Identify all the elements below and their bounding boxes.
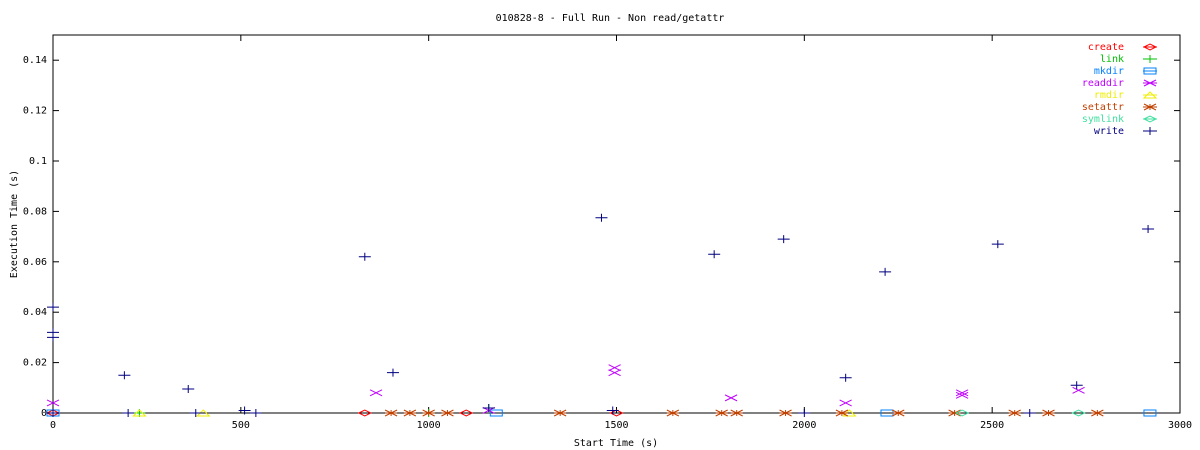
x-tick-label: 1000 bbox=[417, 420, 441, 431]
x-tick-label: 2000 bbox=[792, 420, 816, 431]
point bbox=[1070, 381, 1083, 390]
point bbox=[46, 409, 60, 417]
legend-label: mkdir bbox=[1094, 66, 1124, 77]
point bbox=[369, 389, 383, 397]
point bbox=[357, 409, 372, 417]
point bbox=[238, 406, 251, 415]
y-tick-label: 0.02 bbox=[23, 358, 47, 369]
x-tick-label: 2500 bbox=[980, 420, 1004, 431]
point bbox=[798, 409, 811, 417]
legend-marker bbox=[1142, 91, 1158, 99]
point bbox=[779, 409, 792, 417]
point bbox=[606, 406, 619, 415]
x-tick-label: 500 bbox=[232, 420, 250, 431]
point bbox=[595, 213, 608, 222]
point bbox=[839, 373, 852, 382]
point bbox=[777, 235, 790, 244]
plot-frame bbox=[52, 34, 1181, 414]
point bbox=[46, 399, 60, 407]
point bbox=[47, 409, 59, 417]
point bbox=[1042, 409, 1055, 417]
point bbox=[666, 409, 680, 417]
legend-label: link bbox=[1100, 54, 1124, 65]
point bbox=[724, 394, 738, 402]
point bbox=[358, 252, 371, 261]
point bbox=[47, 303, 59, 312]
point bbox=[1142, 225, 1155, 234]
point bbox=[708, 250, 721, 259]
point bbox=[132, 409, 147, 417]
legend-label: rmdir bbox=[1094, 90, 1124, 101]
legend-label: symlink bbox=[1082, 114, 1124, 125]
point bbox=[1023, 409, 1036, 417]
point bbox=[954, 409, 970, 417]
point bbox=[441, 409, 454, 417]
x-tick-label: 0 bbox=[50, 420, 56, 431]
y-tick-label: 0.1 bbox=[29, 156, 47, 167]
point bbox=[403, 409, 417, 417]
legend-marker bbox=[1142, 43, 1158, 51]
point bbox=[991, 240, 1004, 249]
y-tick-label: 0.08 bbox=[23, 206, 47, 217]
point bbox=[608, 369, 621, 377]
legend-marker bbox=[1143, 103, 1157, 111]
point bbox=[608, 364, 621, 372]
point bbox=[386, 368, 399, 377]
point bbox=[955, 389, 969, 397]
point bbox=[249, 409, 262, 417]
point bbox=[948, 409, 961, 417]
point bbox=[892, 409, 905, 417]
legend-marker bbox=[1143, 127, 1157, 135]
point bbox=[1143, 409, 1157, 417]
point bbox=[47, 333, 59, 342]
point bbox=[182, 385, 195, 394]
legend-label: readdir bbox=[1082, 78, 1124, 89]
point bbox=[715, 409, 728, 417]
point bbox=[482, 403, 495, 412]
point bbox=[1091, 409, 1104, 417]
x-tick-label: 3000 bbox=[1168, 420, 1192, 431]
x-tick-label: 1500 bbox=[604, 420, 628, 431]
chart-title: 010828-8 - Full Run - Non read/getattr bbox=[496, 13, 725, 24]
point bbox=[955, 391, 969, 399]
point bbox=[1071, 409, 1086, 417]
point bbox=[1072, 386, 1085, 394]
point bbox=[839, 399, 852, 407]
point bbox=[118, 371, 131, 380]
y-tick-label: 0 bbox=[41, 408, 47, 419]
point bbox=[553, 409, 567, 417]
point bbox=[1008, 409, 1021, 417]
legend-marker bbox=[1143, 55, 1157, 63]
point bbox=[730, 409, 743, 417]
point bbox=[122, 409, 135, 417]
point bbox=[384, 409, 398, 417]
y-tick-label: 0.14 bbox=[23, 55, 47, 66]
y-tick-label: 0.12 bbox=[23, 106, 47, 117]
point bbox=[609, 409, 624, 417]
y-axis-label: Execution Time (s) bbox=[9, 170, 20, 278]
legend-label: write bbox=[1094, 126, 1124, 137]
point bbox=[835, 409, 849, 417]
legend-label: create bbox=[1088, 42, 1124, 53]
legend-marker bbox=[1143, 67, 1157, 75]
point bbox=[422, 409, 435, 417]
point bbox=[489, 409, 503, 417]
y-tick-label: 0.06 bbox=[23, 257, 47, 268]
legend-label: setattr bbox=[1082, 102, 1124, 113]
legend-marker bbox=[1142, 115, 1158, 123]
point bbox=[879, 267, 892, 276]
point bbox=[459, 409, 474, 417]
y-tick-label: 0.04 bbox=[23, 307, 47, 318]
x-axis-label: Start Time (s) bbox=[574, 438, 658, 449]
legend-marker bbox=[1143, 79, 1157, 87]
point bbox=[189, 409, 202, 417]
